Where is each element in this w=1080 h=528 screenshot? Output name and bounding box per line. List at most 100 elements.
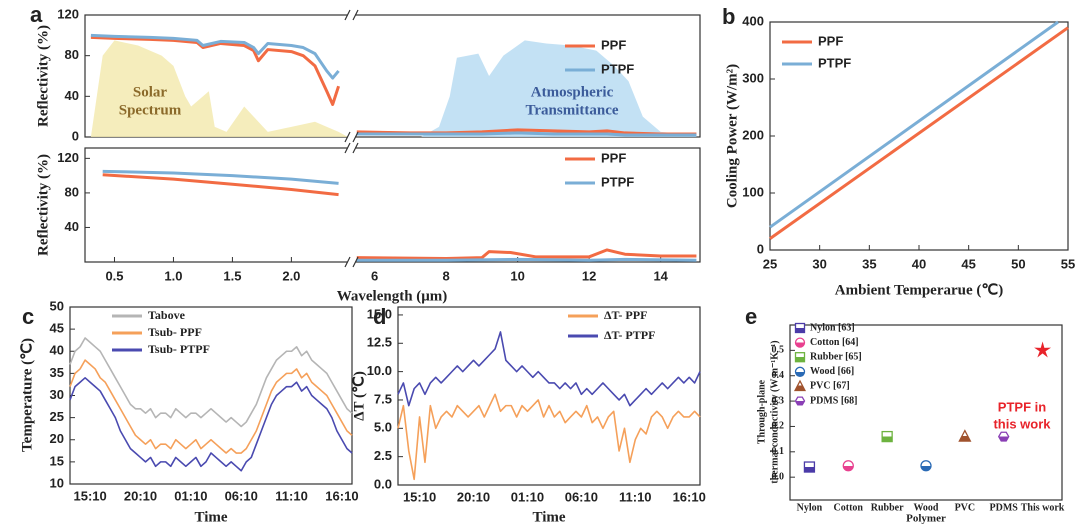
series-line xyxy=(356,248,697,261)
y-tick-label: 40 xyxy=(50,343,64,358)
x-tick-label: 45 xyxy=(961,256,975,271)
y-tick-label: 35 xyxy=(50,365,64,380)
x-tick-label: 0.5 xyxy=(105,268,123,283)
y-axis-label: Reflectivity (%) xyxy=(35,154,51,256)
legend-label: ΔT- PTPF xyxy=(604,328,655,342)
x-tick-label: PVC xyxy=(955,502,976,513)
x-tick-label: 15:10 xyxy=(74,488,107,503)
series-line xyxy=(69,337,353,428)
panel-letter: b xyxy=(722,4,735,29)
y-tick-label: 40 xyxy=(65,219,79,234)
x-tick-label: 06:10 xyxy=(565,489,598,504)
x-tick-label: 06:10 xyxy=(225,488,258,503)
y-tick-label: 45 xyxy=(50,321,64,336)
x-tick-label: 50 xyxy=(1011,256,1025,271)
legend-marker xyxy=(794,337,806,348)
legend-label: Cotton [64] xyxy=(810,337,859,348)
y-tick-label: 0.2 xyxy=(772,421,785,432)
y-tick-label: 15.0 xyxy=(367,306,392,321)
plot-frame xyxy=(789,324,1063,501)
y-tick-label: 400 xyxy=(742,13,764,28)
y-axis-label: Cooling Power (W/m²) xyxy=(724,64,740,208)
x-tick-label: 16:10 xyxy=(325,488,358,503)
plot-frame xyxy=(84,147,701,263)
legend-label: PTPF xyxy=(601,61,634,76)
x-axis-label: Polymer xyxy=(906,513,946,525)
legend-label: Tsub- PTPF xyxy=(148,342,210,356)
legend-marker xyxy=(794,352,806,363)
y-tick-label: 200 xyxy=(742,127,764,142)
y-tick-label: 5.0 xyxy=(374,420,392,435)
legend-label: Wood [66] xyxy=(810,366,854,377)
x-tick-label: 30 xyxy=(812,256,826,271)
axis-break xyxy=(344,9,351,21)
x-tick-label: 01:10 xyxy=(511,489,544,504)
x-axis-label: Wavelength (μm) xyxy=(337,288,448,304)
area-label: Spectrum xyxy=(119,102,182,118)
axis-break-gap xyxy=(348,259,355,265)
legend-label: PPF xyxy=(601,37,626,52)
legend-label: PTPF xyxy=(601,174,634,189)
data-point xyxy=(803,461,816,473)
axis-break xyxy=(352,9,359,21)
x-tick-label: 35 xyxy=(862,256,876,271)
series-line xyxy=(102,173,339,197)
x-axis-label: Time xyxy=(532,509,565,525)
y-tick-label: 80 xyxy=(65,184,79,199)
y-tick-label: 300 xyxy=(742,70,764,85)
x-tick-label: 10 xyxy=(510,268,524,283)
series-line xyxy=(356,257,697,262)
x-tick-label: 20:10 xyxy=(457,489,490,504)
series-line xyxy=(397,331,701,407)
y-axis-label: Through-plane xyxy=(756,379,767,444)
axis-break xyxy=(344,256,351,268)
series-line xyxy=(102,169,339,185)
series-line xyxy=(397,393,701,481)
plot-frame xyxy=(397,306,701,486)
panel-letter: d xyxy=(373,304,386,329)
x-tick-label: 6 xyxy=(371,268,378,283)
series-line xyxy=(90,33,340,80)
y-tick-label: 2.5 xyxy=(374,448,392,463)
x-tick-label: 55 xyxy=(1061,256,1075,271)
panel-letter: e xyxy=(745,304,757,329)
y-tick-label: 0.4 xyxy=(772,370,785,381)
y-axis-label: Temperature (℃) xyxy=(19,338,35,452)
series-line xyxy=(769,20,1059,229)
data-point xyxy=(881,430,893,443)
y-tick-label: 30 xyxy=(50,387,64,402)
x-tick-label: Rubber xyxy=(871,502,904,513)
axis-break-gap xyxy=(348,145,355,151)
y-tick-label: 0.3 xyxy=(772,395,785,406)
x-tick-label: 11:10 xyxy=(275,488,308,503)
axis-break xyxy=(352,256,359,268)
data-point xyxy=(958,429,972,442)
data-point xyxy=(920,460,932,472)
x-tick-label: 01:10 xyxy=(174,488,207,503)
legend-label: PPF xyxy=(818,33,843,48)
axis-break xyxy=(344,131,351,143)
x-tick-label: 12 xyxy=(582,268,596,283)
area-label: Transmittance xyxy=(525,102,618,118)
y-tick-label: 120 xyxy=(57,150,79,165)
legend-label: Rubber [65] xyxy=(810,351,862,362)
legend-label: PTPF xyxy=(818,55,851,70)
x-tick-label: 40 xyxy=(912,256,926,271)
series-line xyxy=(69,377,353,472)
legend-marker xyxy=(794,396,806,406)
x-tick-label: PDMS xyxy=(990,502,1019,513)
legend-label: Tsub- PPF xyxy=(148,325,202,339)
data-point xyxy=(1034,341,1052,358)
y-tick-label: 0 xyxy=(757,241,764,256)
y-tick-label: 80 xyxy=(65,47,79,62)
legend-label: PDMS [68] xyxy=(810,395,858,406)
series-line xyxy=(90,35,340,106)
legend-label: ΔT- PPF xyxy=(604,308,647,322)
y-tick-label: 10.0 xyxy=(367,363,392,378)
axis-break-gap xyxy=(348,12,355,18)
y-tick-label: 12.5 xyxy=(367,335,392,350)
legend-marker xyxy=(793,379,807,392)
x-tick-label: Nylon xyxy=(797,502,823,513)
y-tick-label: 20 xyxy=(50,431,64,446)
